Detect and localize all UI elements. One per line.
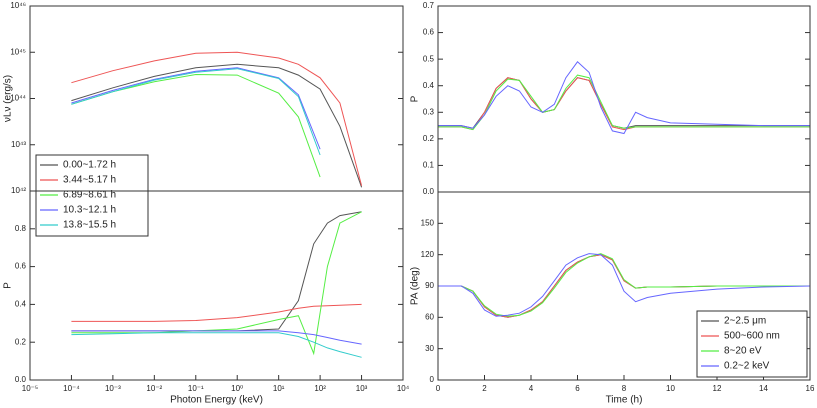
- x-tick-label: 8: [622, 384, 627, 393]
- plot-lines: [71, 51, 363, 188]
- y-axis-label: PA (deg): [410, 267, 421, 305]
- x-tick-label: 14: [759, 384, 768, 393]
- legend-label: 0.2~2 keV: [724, 361, 770, 372]
- y-tick-label: 0.0: [15, 375, 27, 384]
- x-tick-label: 4: [529, 384, 534, 393]
- series-line: [71, 67, 321, 150]
- x-axis-label: Photon Energy (keV): [170, 395, 263, 406]
- y-tick-label: 30: [425, 344, 434, 353]
- plot-frame: [29, 190, 404, 381]
- series-line: [71, 63, 363, 188]
- y-tick-label: 0.7: [423, 1, 435, 10]
- x-tick-label: 0: [436, 384, 441, 393]
- plot-frame: [437, 191, 811, 381]
- y-tick-label: 0.5: [423, 54, 435, 63]
- x-tick-label: 2: [482, 384, 487, 393]
- x-tick-label: 10⁰: [231, 384, 243, 393]
- legend-label: 13.8~15.5 h: [63, 220, 116, 231]
- y-tick-label: 0.2: [15, 337, 27, 346]
- y-tick-label: 0.2: [423, 134, 435, 143]
- y-tick-label: 0.1: [423, 161, 435, 170]
- series-line: [71, 51, 363, 186]
- x-tick-label: 10: [666, 384, 675, 393]
- legend-label: 6.89~8.61 h: [63, 190, 116, 201]
- y-tick-label: 0.4: [15, 300, 27, 309]
- y-tick-label: 120: [421, 250, 435, 259]
- x-tick-label: 10⁻²: [146, 384, 162, 393]
- series-line: [438, 77, 810, 129]
- x-tick-label: 10¹: [273, 384, 285, 393]
- x-tick-label: 10⁻⁴: [63, 384, 80, 393]
- legend-label: 2~2.5 μm: [724, 316, 766, 327]
- y-tick-label: 150: [421, 218, 435, 227]
- y-tick-label: 0.3: [423, 107, 435, 116]
- plot-lines: [438, 253, 810, 318]
- x-tick-label: 10⁻³: [105, 384, 121, 393]
- x-tick-label: 10³: [356, 384, 368, 393]
- plot-frame: [437, 5, 811, 193]
- series-line: [438, 61, 810, 135]
- legend-label: 10.3~12.1 h: [63, 205, 116, 216]
- y-tick-label: 10⁴⁶: [10, 1, 26, 10]
- y-tick-label: 0.6: [423, 28, 435, 37]
- y-axis-label: P: [3, 282, 14, 289]
- series-line: [71, 330, 362, 345]
- series-line: [438, 253, 810, 317]
- series-line: [71, 68, 321, 156]
- legend-label: 0.00~1.72 h: [63, 160, 116, 171]
- legend-label: 3.44~5.17 h: [63, 175, 116, 186]
- legend-label: 500~600 nm: [724, 331, 780, 342]
- y-tick-label: 60: [425, 312, 434, 321]
- plot-lines: [438, 61, 810, 135]
- x-tick-label: 10⁻⁵: [22, 384, 38, 393]
- y-axis-label: νLν (erg/s): [3, 75, 14, 122]
- x-tick-label: 10⁻¹: [188, 384, 204, 393]
- y-tick-label: 0.4: [423, 81, 435, 90]
- y-axis-label: P: [410, 95, 421, 102]
- x-tick-label: 6: [575, 384, 580, 393]
- y-tick-label: 0.8: [15, 224, 27, 233]
- y-tick-label: 90: [425, 281, 434, 290]
- series-line: [71, 303, 362, 322]
- y-tick-label: 0: [430, 375, 435, 384]
- legend-label: 8~20 eV: [724, 346, 762, 357]
- y-tick-label: 10⁴²: [11, 186, 26, 195]
- x-tick-label: 10⁴: [397, 384, 410, 393]
- x-tick-label: 16: [806, 384, 815, 393]
- y-tick-label: 10⁴⁵: [10, 47, 26, 56]
- y-tick-label: 0.0: [423, 187, 435, 196]
- series-line: [438, 253, 810, 317]
- series-line: [71, 332, 362, 358]
- y-tick-label: 0.6: [15, 262, 27, 271]
- plot-lines: [71, 211, 362, 358]
- x-tick-label: 10²: [314, 384, 326, 393]
- series-line: [438, 74, 810, 131]
- y-tick-label: 10⁴³: [11, 140, 26, 149]
- x-axis-label: Time (h): [606, 395, 643, 406]
- x-tick-label: 12: [713, 384, 722, 393]
- series-line: [438, 77, 810, 131]
- y-tick-label: 10⁴⁴: [10, 94, 26, 103]
